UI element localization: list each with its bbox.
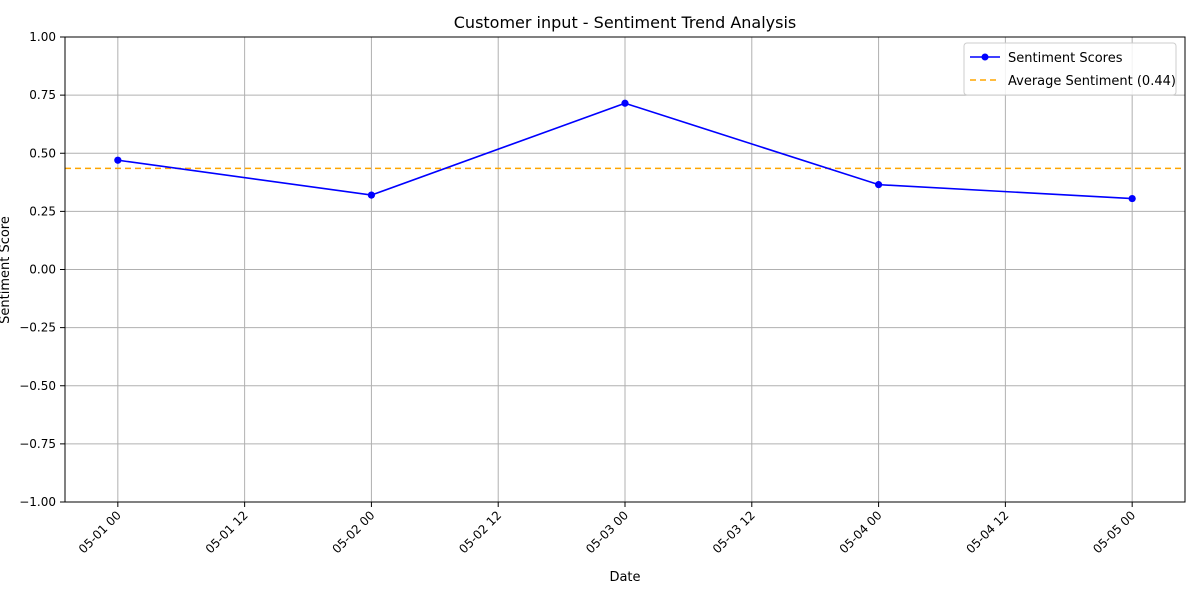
x-tick-label: 05-02 00 (329, 508, 377, 556)
x-tick-label: 05-04 12 (963, 508, 1011, 556)
legend-sentiment-marker-swatch (981, 53, 989, 61)
y-tick-label: −0.75 (19, 437, 56, 451)
y-tick-label: −0.25 (19, 321, 56, 335)
x-tick-label: 05-02 12 (456, 508, 504, 556)
sentiment-point (114, 156, 122, 164)
y-axis-label: Sentiment Score (0, 216, 13, 324)
y-tick-label: −0.50 (19, 379, 56, 393)
legend: Sentiment Scores Average Sentiment (0.44… (963, 42, 1177, 96)
x-tick-label: 05-04 00 (837, 508, 885, 556)
sentiment-point (1128, 194, 1136, 203)
sentiment-point (621, 99, 629, 107)
y-tick-label: 0.50 (29, 146, 56, 160)
chart-title: Customer input - Sentiment Trend Analysi… (454, 13, 797, 32)
x-tick-label: 05-03 00 (583, 508, 631, 556)
sentiment-point (874, 181, 883, 189)
y-tick-label: 1.00 (29, 30, 56, 44)
x-tick-label: 05-01 00 (76, 508, 124, 556)
y-tick-layer: 1.00 0.75 0.50 0.25 0.00 −0.25 −0.50 −0.75 −1.00 (19, 30, 65, 509)
y-tick-label: 0.25 (29, 204, 56, 218)
x-tick-label: 05-05 00 (1090, 508, 1138, 556)
x-axis-label: Date (609, 570, 640, 585)
series-layer (114, 99, 1136, 203)
x-tick-label: 05-01 12 (203, 508, 251, 556)
legend-box (963, 42, 1177, 96)
y-tick-label: −1.00 (19, 495, 56, 509)
y-tick-label: 0.75 (29, 88, 56, 102)
legend-sentiment-label: Sentiment Scores (1008, 51, 1123, 66)
x-tick-layer: 05-01 00 05-01 12 05-02 00 05-02 12 05-03 00… (76, 502, 1138, 556)
x-tick-label: 05-03 12 (710, 508, 758, 556)
legend-average-label: Average Sentiment (0.44) (1008, 74, 1176, 89)
sentiment-point (367, 191, 376, 199)
y-tick-label: 0.00 (29, 263, 56, 277)
